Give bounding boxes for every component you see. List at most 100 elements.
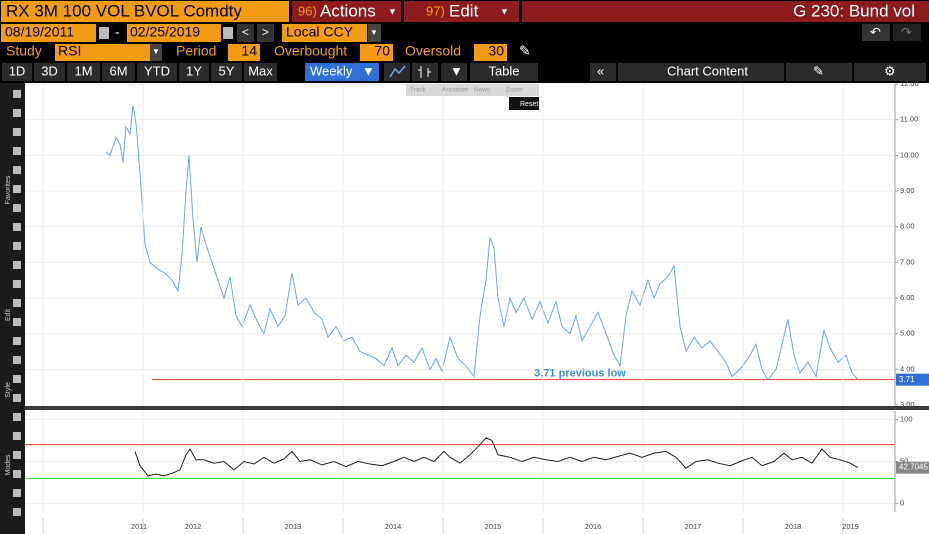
arrow: ▼: [388, 6, 397, 16]
tool-icon[interactable]: [13, 356, 21, 364]
redo[interactable]: [893, 24, 921, 41]
tool-icon[interactable]: [13, 90, 21, 98]
table: Table: [488, 63, 519, 78]
arrow: ▼: [370, 28, 378, 37]
tool-icon[interactable]: [13, 508, 21, 516]
tool-icon[interactable]: [13, 166, 21, 174]
period-label: 6M: [109, 63, 127, 78]
mini-item: News: [474, 87, 491, 94]
tool-icon[interactable]: [13, 242, 21, 250]
collapse-icon: «: [597, 63, 604, 78]
redo-icon: ↷: [901, 24, 912, 39]
start-date-box[interactable]: [1, 24, 96, 42]
tool-icon[interactable]: [13, 223, 21, 231]
x-tick-label: 2015: [485, 522, 502, 531]
undo[interactable]: [862, 24, 890, 41]
x-tick-label: 2012: [185, 522, 202, 531]
period-button[interactable]: [34, 63, 65, 81]
mini-item: Annotate: [442, 87, 468, 94]
tool-icon[interactable]: [13, 451, 21, 459]
frequency-button[interactable]: [305, 63, 379, 81]
tool-icon[interactable]: [13, 109, 21, 117]
mini-item: Zoom: [506, 87, 523, 94]
period-label: 1D: [9, 63, 26, 78]
dropdown[interactable]: [368, 24, 381, 42]
bar-icon: [418, 66, 431, 78]
period-button[interactable]: [179, 63, 209, 81]
y-tick-label: 0: [900, 499, 904, 508]
tool-icon[interactable]: [13, 261, 21, 269]
calendar-icon[interactable]: [223, 27, 233, 39]
end-date-box[interactable]: [127, 24, 221, 42]
period-button[interactable]: [102, 63, 135, 81]
currency-box[interactable]: [282, 24, 367, 42]
arrow: ▼: [450, 63, 463, 78]
side-label: Style: [5, 382, 12, 398]
tool-icon[interactable]: [13, 128, 21, 136]
side-label: Edit: [5, 309, 12, 321]
y-tick-label: 11.00: [900, 115, 918, 124]
tool-icon[interactable]: [13, 299, 21, 307]
y-tick-label: 100: [900, 414, 913, 423]
table-button[interactable]: [470, 63, 538, 81]
security-box[interactable]: [1, 1, 289, 22]
tool-icon[interactable]: [13, 318, 21, 326]
edit-button[interactable]: [786, 63, 852, 81]
side-label: Favorites: [5, 175, 12, 204]
tool-icon[interactable]: [13, 280, 21, 288]
period-button[interactable]: [211, 63, 242, 81]
tool-icon[interactable]: [13, 470, 21, 478]
mini-items: Track Annotate News Zoom: [410, 87, 523, 94]
oversold-box[interactable]: [474, 44, 507, 61]
x-tick-label: 2016: [585, 522, 602, 531]
toolbar: 1D 3D 1M 6M YTD 1Y 5Y Max Weekly ▼ ▼ Table « Chart Co…: [2, 63, 926, 81]
series-line: [134, 437, 859, 477]
dash: -: [115, 24, 120, 40]
tool-icon[interactable]: [13, 147, 21, 155]
tool-icon[interactable]: [13, 394, 21, 402]
period-label: 5Y: [219, 63, 235, 78]
tool-icon[interactable]: [13, 337, 21, 345]
period-label: 1Y: [186, 63, 202, 78]
period-label: YTD: [144, 63, 170, 78]
period-button[interactable]: [137, 63, 177, 81]
tool-icon[interactable]: [13, 413, 21, 421]
period-button[interactable]: [67, 63, 100, 81]
last-value: 3.71: [899, 375, 915, 384]
x-tick-label: 2018: [785, 522, 802, 531]
tool-icon[interactable]: [13, 489, 21, 497]
collapse-button[interactable]: [590, 63, 616, 81]
next-button[interactable]: [257, 24, 274, 42]
tool-icon[interactable]: [13, 204, 21, 212]
last-value-box: [896, 373, 929, 386]
pencil-icon[interactable]: ✎: [519, 43, 531, 59]
tool-icon[interactable]: [13, 375, 21, 383]
side-label: Modes: [5, 454, 12, 476]
chart-content-button[interactable]: [618, 63, 784, 81]
bar-button[interactable]: [412, 63, 438, 81]
more-button[interactable]: [441, 63, 467, 81]
edit-menu[interactable]: [404, 1, 519, 22]
period-button[interactable]: [2, 63, 32, 81]
overbought: 70: [374, 43, 390, 59]
y-tick-label: 3.00: [900, 400, 915, 409]
period-box[interactable]: [228, 44, 260, 61]
tool-icon[interactable]: [13, 432, 21, 440]
dropdown[interactable]: [150, 44, 162, 61]
period-button[interactable]: [244, 63, 277, 81]
calendar-icon[interactable]: [99, 27, 109, 39]
reset-button[interactable]: [509, 97, 539, 110]
study-box[interactable]: [55, 44, 150, 61]
prev-button[interactable]: [237, 24, 254, 42]
last-value: 42.7045: [899, 463, 928, 472]
period-label: Period: [176, 43, 216, 59]
actions-menu[interactable]: [292, 1, 401, 22]
reset: Reset: [520, 101, 538, 108]
y-tick-label: 9.00: [900, 186, 915, 195]
function-bar: [522, 1, 929, 22]
mini-item: Track: [410, 87, 427, 94]
settings-button[interactable]: [854, 63, 926, 81]
tool-icon[interactable]: [13, 185, 21, 193]
overbought-box[interactable]: [360, 44, 393, 61]
